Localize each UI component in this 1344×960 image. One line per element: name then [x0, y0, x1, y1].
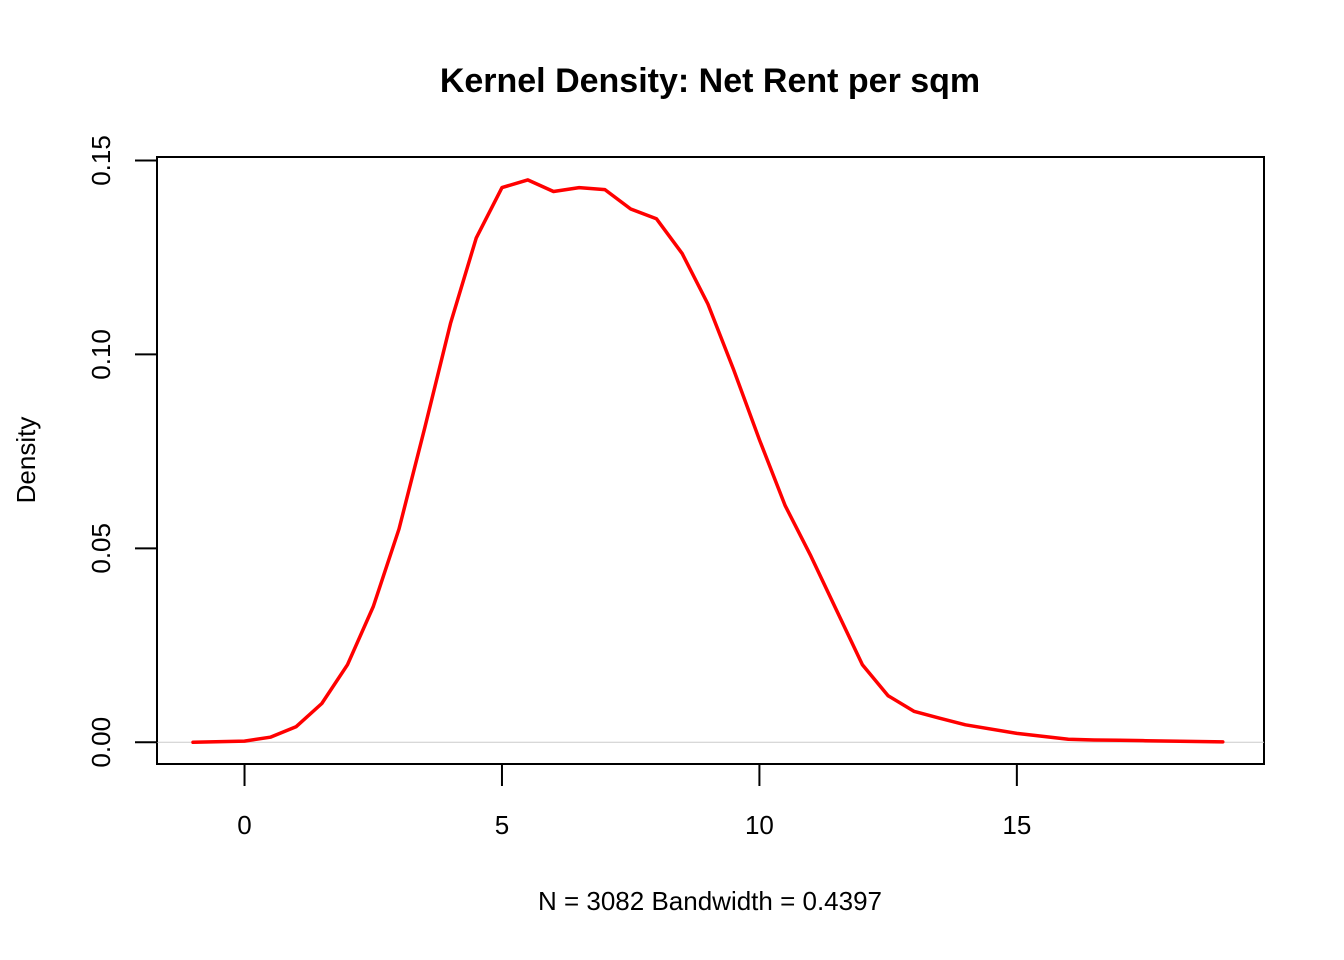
plot-area-border	[156, 156, 1265, 765]
x-tick-label: 10	[745, 810, 774, 840]
density-curve	[191, 178, 1225, 745]
x-axis-label: N = 3082 Bandwidth = 0.4397	[538, 886, 882, 916]
y-axis: 0.00 0.05 0.10 0.15	[86, 135, 158, 768]
y-tick-label: 0.15	[86, 135, 116, 186]
y-tick-label: 0.05	[86, 523, 116, 574]
y-axis-label: Density	[11, 417, 41, 504]
x-axis: 0 5 10 15	[237, 763, 1031, 840]
y-tick-label: 0.10	[86, 329, 116, 380]
y-tick-label: 0.00	[86, 717, 116, 768]
x-tick-label: 15	[1002, 810, 1031, 840]
x-tick-label: 5	[495, 810, 509, 840]
x-tick-label: 0	[237, 810, 251, 840]
chart-title: Kernel Density: Net Rent per sqm	[440, 62, 980, 100]
